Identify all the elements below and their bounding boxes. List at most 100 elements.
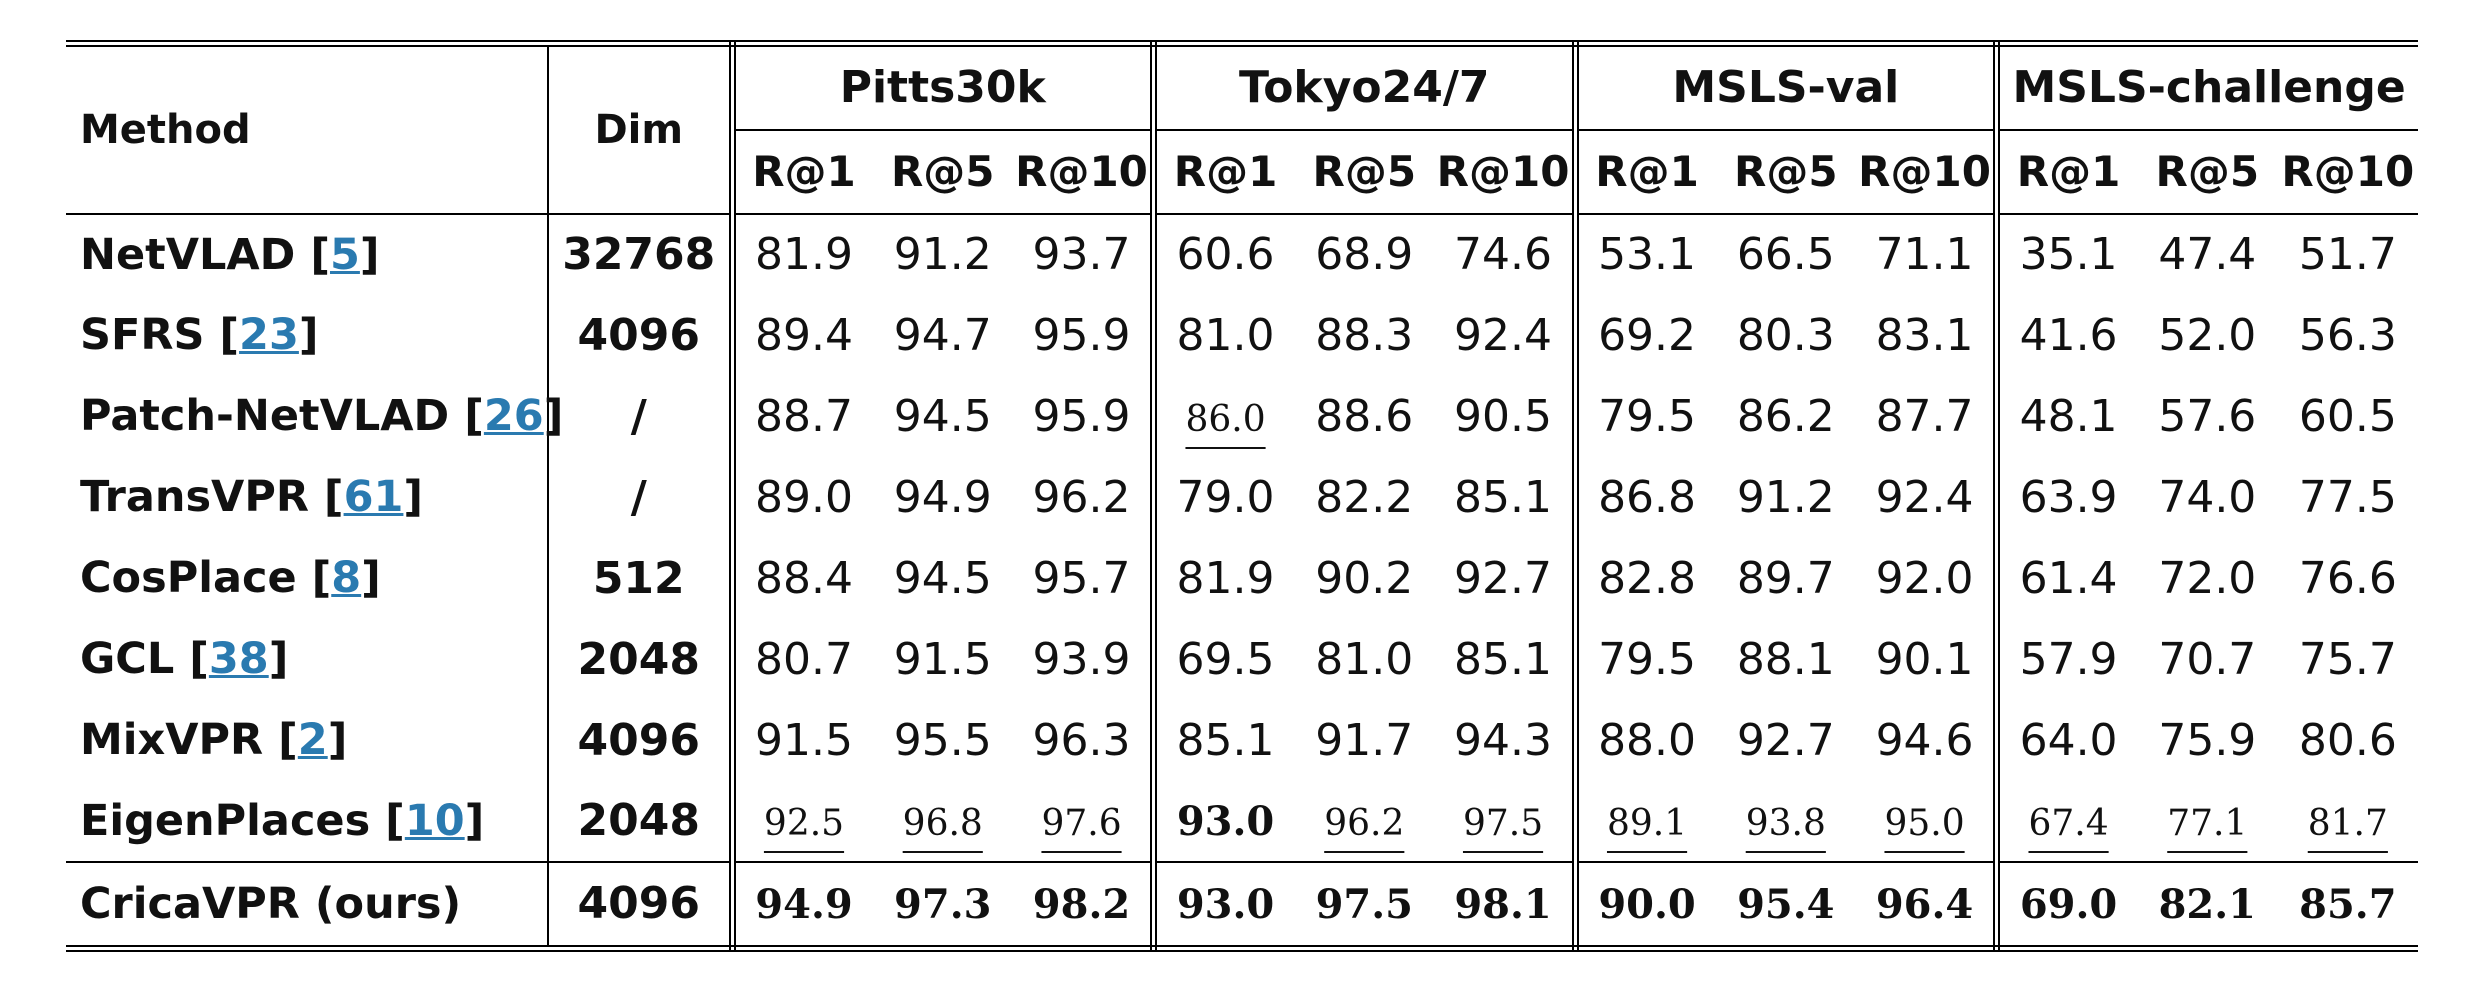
metric-header: R@5 <box>2137 129 2278 215</box>
value: 94.9 <box>755 881 853 929</box>
value: 98.1 <box>1454 881 1552 929</box>
citation-link[interactable]: 26 <box>483 391 544 441</box>
value-cell: 81.9 <box>1154 538 1295 619</box>
value: 91.5 <box>893 633 992 685</box>
value-cell: 95.7 <box>1013 537 1158 619</box>
citation-link[interactable]: 10 <box>404 795 465 846</box>
method-cell: NetVLAD [5] <box>66 213 549 295</box>
value: 81.9 <box>1176 552 1275 604</box>
value-cell: 68.9 <box>1294 214 1435 295</box>
table-header: Method Dim Pitts30k Tokyo24/7 MSLS-val MSLS-c… <box>66 40 2419 215</box>
value: 90.0 <box>1598 881 1696 929</box>
citation-link[interactable]: 2 <box>297 715 328 765</box>
value: 82.1 <box>2158 881 2257 929</box>
value: 81.0 <box>1315 633 1414 685</box>
value-cell: 69.0 <box>1996 860 2138 952</box>
value: 90.2 <box>1315 552 1414 604</box>
value-cell: 91.5 <box>873 619 1014 700</box>
value-cell: 79.5 <box>1575 376 1716 457</box>
method-cell: SFRS [23] <box>66 294 549 376</box>
value: 89.1 <box>1606 803 1688 844</box>
value-cell: 93.7 <box>1013 213 1158 295</box>
value: 93.8 <box>1745 803 1826 844</box>
value-cell: 88.6 <box>1294 376 1435 457</box>
method-cell: GCL [38] <box>66 618 549 700</box>
value-cell: 81.0 <box>1294 619 1435 700</box>
citation-link[interactable]: 38 <box>208 634 269 684</box>
value-cell: 61.4 <box>1997 538 2138 619</box>
table-row: MixVPR [2] 4096 91.5 95.5 96.3 85.1 91.7 94.3 88… <box>66 699 2418 781</box>
metric-header: R@1 <box>1153 129 1295 215</box>
value-cell: 85.7 <box>2277 860 2419 952</box>
dim-cell: 512 <box>548 537 736 619</box>
value-cell: 63.9 <box>1997 457 2138 538</box>
value: 89.4 <box>755 309 853 361</box>
value: 95.4 <box>1737 881 1835 929</box>
value: 88.6 <box>1315 390 1414 442</box>
metric-header: R@5 <box>1294 129 1435 215</box>
value-cell: 90.1 <box>1856 618 2001 700</box>
table-row: CricaVPR (ours) 4096 94.9 97.3 98.2 93.0 97.5 9… <box>66 860 2419 952</box>
method-name: ] <box>543 391 564 441</box>
value-cell: 71.1 <box>1856 213 2001 295</box>
value: 57.6 <box>2158 390 2257 442</box>
value: 86.2 <box>1736 390 1835 442</box>
value-cell: 74.0 <box>2137 457 2278 538</box>
value-cell: 98.2 <box>1013 860 1158 952</box>
value: 82.8 <box>1598 552 1697 604</box>
value-cell: 94.7 <box>873 295 1014 376</box>
dim-cell: 4096 <box>548 294 736 376</box>
value: 92.7 <box>1454 552 1553 604</box>
value: 88.4 <box>755 552 853 604</box>
value-cell: 80.7 <box>732 619 873 700</box>
citation-link[interactable]: 23 <box>239 310 299 360</box>
metric-header: R@10 <box>1013 129 1158 215</box>
value: 94.7 <box>893 309 992 361</box>
value: 66.5 <box>1736 229 1835 280</box>
dim-cell: / <box>548 456 736 538</box>
method-name: CosPlace [ <box>80 553 332 603</box>
value: 71.1 <box>1875 229 1974 280</box>
citation-link[interactable]: 61 <box>343 472 404 522</box>
value: 85.1 <box>1454 471 1553 523</box>
method-cell: MixVPR [2] <box>66 699 549 781</box>
value: 79.0 <box>1176 471 1275 523</box>
value: 77.1 <box>2167 803 2248 844</box>
value-cell: 76.6 <box>2278 538 2419 619</box>
value-cell: 35.1 <box>1997 214 2138 295</box>
value: 93.0 <box>1176 798 1275 845</box>
value-cell: 60.5 <box>2278 376 2419 457</box>
value: 93.9 <box>1032 633 1131 685</box>
value: 92.0 <box>1875 552 1974 604</box>
value-cell: 97.6 <box>1013 780 1158 862</box>
value-cell: 90.0 <box>1575 860 1716 952</box>
value: 81.0 <box>1176 309 1275 361</box>
value: 91.7 <box>1315 714 1414 766</box>
value-cell: 48.1 <box>1997 376 2138 457</box>
value: 86.8 <box>1598 471 1697 523</box>
value-cell: 93.9 <box>1013 618 1158 700</box>
value: 47.4 <box>2158 229 2257 280</box>
value-cell: 92.4 <box>1856 456 2001 538</box>
citation-link[interactable]: 5 <box>329 229 360 280</box>
value: 88.1 <box>1736 633 1835 685</box>
value-cell: 94.5 <box>873 538 1014 619</box>
value-cell: 88.4 <box>732 538 873 619</box>
value-cell: 96.2 <box>1013 456 1158 538</box>
value-cell: 92.4 <box>1434 294 1579 376</box>
value: 70.7 <box>2158 633 2257 685</box>
value: 83.1 <box>1875 309 1974 361</box>
dataset-header: MSLS-challenge <box>1996 40 2419 131</box>
method-name: ] <box>327 715 348 765</box>
value-cell: 74.6 <box>1434 213 1579 295</box>
value-cell: 96.4 <box>1856 860 2001 952</box>
dim-header: Dim <box>548 40 736 215</box>
citation-link[interactable]: 8 <box>331 553 362 603</box>
value-cell: 51.7 <box>2278 214 2419 295</box>
value: 74.6 <box>1454 229 1553 280</box>
value-cell: 81.9 <box>732 214 873 295</box>
value: 95.9 <box>1032 309 1131 361</box>
value-cell: 92.7 <box>1434 537 1579 619</box>
method-name: ] <box>361 553 381 603</box>
method-name: ] <box>464 795 485 846</box>
